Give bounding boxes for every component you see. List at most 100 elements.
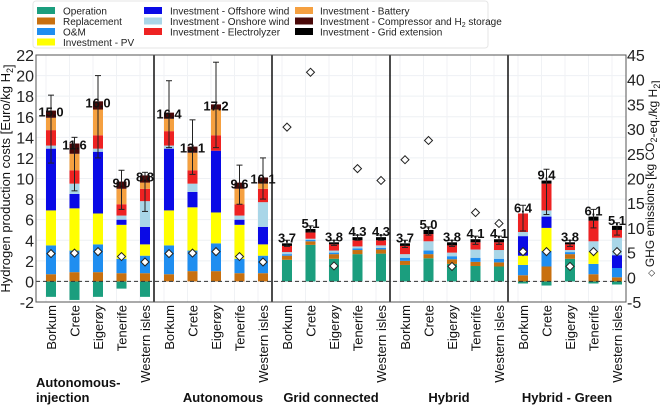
bar-segment-0 xyxy=(470,265,481,282)
bar-segment-1 xyxy=(588,274,599,282)
y-tick-label: 12 xyxy=(16,151,34,168)
total-label: 5.0 xyxy=(419,217,437,232)
ghg-marker xyxy=(447,261,457,272)
ghg-marker xyxy=(588,246,599,257)
bar-segment-0 xyxy=(376,253,386,282)
bar-segment-5 xyxy=(305,238,316,240)
y-tick-label: 2 xyxy=(25,254,34,271)
bar-segment-2 xyxy=(376,247,386,250)
bar-segment-2 xyxy=(282,254,292,256)
bar-segment-5 xyxy=(234,215,245,220)
bar-segment-2 xyxy=(565,252,575,255)
bar-segment-4 xyxy=(234,219,245,225)
legend-label-1: Replacement xyxy=(63,17,122,28)
y-tick-label: 4 xyxy=(25,233,34,250)
bar-segment-3 xyxy=(164,210,174,246)
bar-segment-1 xyxy=(423,254,434,259)
bar-segment-2 xyxy=(329,252,339,255)
total-label: 3.7 xyxy=(278,230,296,245)
total-label: 13.1 xyxy=(180,141,205,156)
bar-segment-3 xyxy=(69,208,80,251)
bar-segment-2 xyxy=(400,257,410,261)
bar-segment-3 xyxy=(211,212,221,244)
y-tick-label: 20 xyxy=(16,69,34,86)
group-label: Autonomous- xyxy=(36,375,120,390)
bar-segment-5 xyxy=(423,241,434,251)
legend-swatch-5 xyxy=(144,17,162,25)
total-label: 4.3 xyxy=(348,224,366,239)
y-tick-label: 22 xyxy=(16,48,34,65)
bar-segment-6 xyxy=(305,232,316,239)
category-label: Crete xyxy=(68,305,83,337)
bar-segment-2 xyxy=(69,250,80,273)
bar-segment-1 xyxy=(282,255,292,260)
legend-label-9: Investment - Grid extension xyxy=(320,28,442,39)
bar-segment-6 xyxy=(352,240,363,247)
bar-segment-1 xyxy=(352,250,363,255)
bar-segment-6 xyxy=(187,170,198,184)
bar-segment-5 xyxy=(116,215,127,220)
legend-label-6: Investment - Electrolyzer xyxy=(170,28,281,39)
bar-segment-5 xyxy=(588,241,599,252)
ghg-marker xyxy=(69,248,80,258)
legend-label-2: O&M xyxy=(63,28,86,39)
bar-segment-2 xyxy=(447,256,457,260)
legend-swatch-4 xyxy=(144,7,162,14)
bar-segment-0 xyxy=(305,244,316,282)
bar-segment-1 xyxy=(565,254,575,259)
bar-segment-3 xyxy=(588,251,599,264)
ghg-marker xyxy=(565,261,575,272)
total-label: 6.4 xyxy=(514,200,533,215)
y-tick-label: 16 xyxy=(16,110,34,127)
ghg-marker xyxy=(518,246,528,257)
bar-segment-2 xyxy=(423,250,434,255)
legend-swatch-6 xyxy=(144,28,162,35)
bar-segment-2 xyxy=(46,245,56,275)
y-tick-label: 0 xyxy=(25,274,34,291)
group-label: Grid connected xyxy=(283,390,378,405)
bar-segment-6 xyxy=(470,242,481,250)
total-label: 9.6 xyxy=(230,177,248,192)
bar-segment-1 xyxy=(211,271,221,282)
category-label: Crete xyxy=(304,305,319,337)
bar-segment-3 xyxy=(116,224,127,259)
bar-segment-0 xyxy=(400,264,410,282)
legend-swatch-2 xyxy=(37,28,55,35)
ghg-marker xyxy=(541,246,552,257)
bar-segment-3 xyxy=(140,244,150,256)
y2-tick-label: 40 xyxy=(627,73,645,90)
legend-label-4: Investment - Offshore wind xyxy=(170,7,289,18)
bar-segment-6 xyxy=(423,234,434,242)
group-label: injection xyxy=(36,390,90,405)
total-label: 3.8 xyxy=(443,229,461,244)
total-label: 3.8 xyxy=(561,229,579,244)
bar-segment-4 xyxy=(116,219,127,225)
bar-segment-4 xyxy=(93,151,103,214)
bar-segment-6 xyxy=(234,204,245,216)
bar-segment-6 xyxy=(565,244,575,251)
y2-tick-label: 30 xyxy=(627,122,645,139)
category-label: Tenerife xyxy=(233,305,248,351)
bar-segment-1 xyxy=(258,273,268,282)
bar-segment-2 xyxy=(352,248,363,251)
total-label: 3.8 xyxy=(325,229,343,244)
total-label: 9.4 xyxy=(537,168,556,183)
bar-segment-6 xyxy=(116,204,127,216)
bar-segment-0 xyxy=(93,281,103,297)
bar-segment-2 xyxy=(612,268,622,278)
ghg-marker xyxy=(352,163,363,174)
y2-tick-label: 5 xyxy=(627,246,636,263)
bar-segment-4 xyxy=(518,236,528,256)
bar-segment-2 xyxy=(211,243,221,272)
category-label: Western isles xyxy=(256,305,271,383)
y2-axis-label: ◇ GHG emissions [kg CO2-eq./kg H2] xyxy=(643,80,660,276)
ghg-marker xyxy=(187,248,198,258)
category-label: Tenerife xyxy=(115,305,130,351)
total-label: 16.4 xyxy=(156,107,182,122)
bar-segment-2 xyxy=(116,258,127,274)
category-label: Western isles xyxy=(374,305,389,383)
category-label: Crete xyxy=(186,305,201,337)
ghg-marker xyxy=(494,218,504,229)
